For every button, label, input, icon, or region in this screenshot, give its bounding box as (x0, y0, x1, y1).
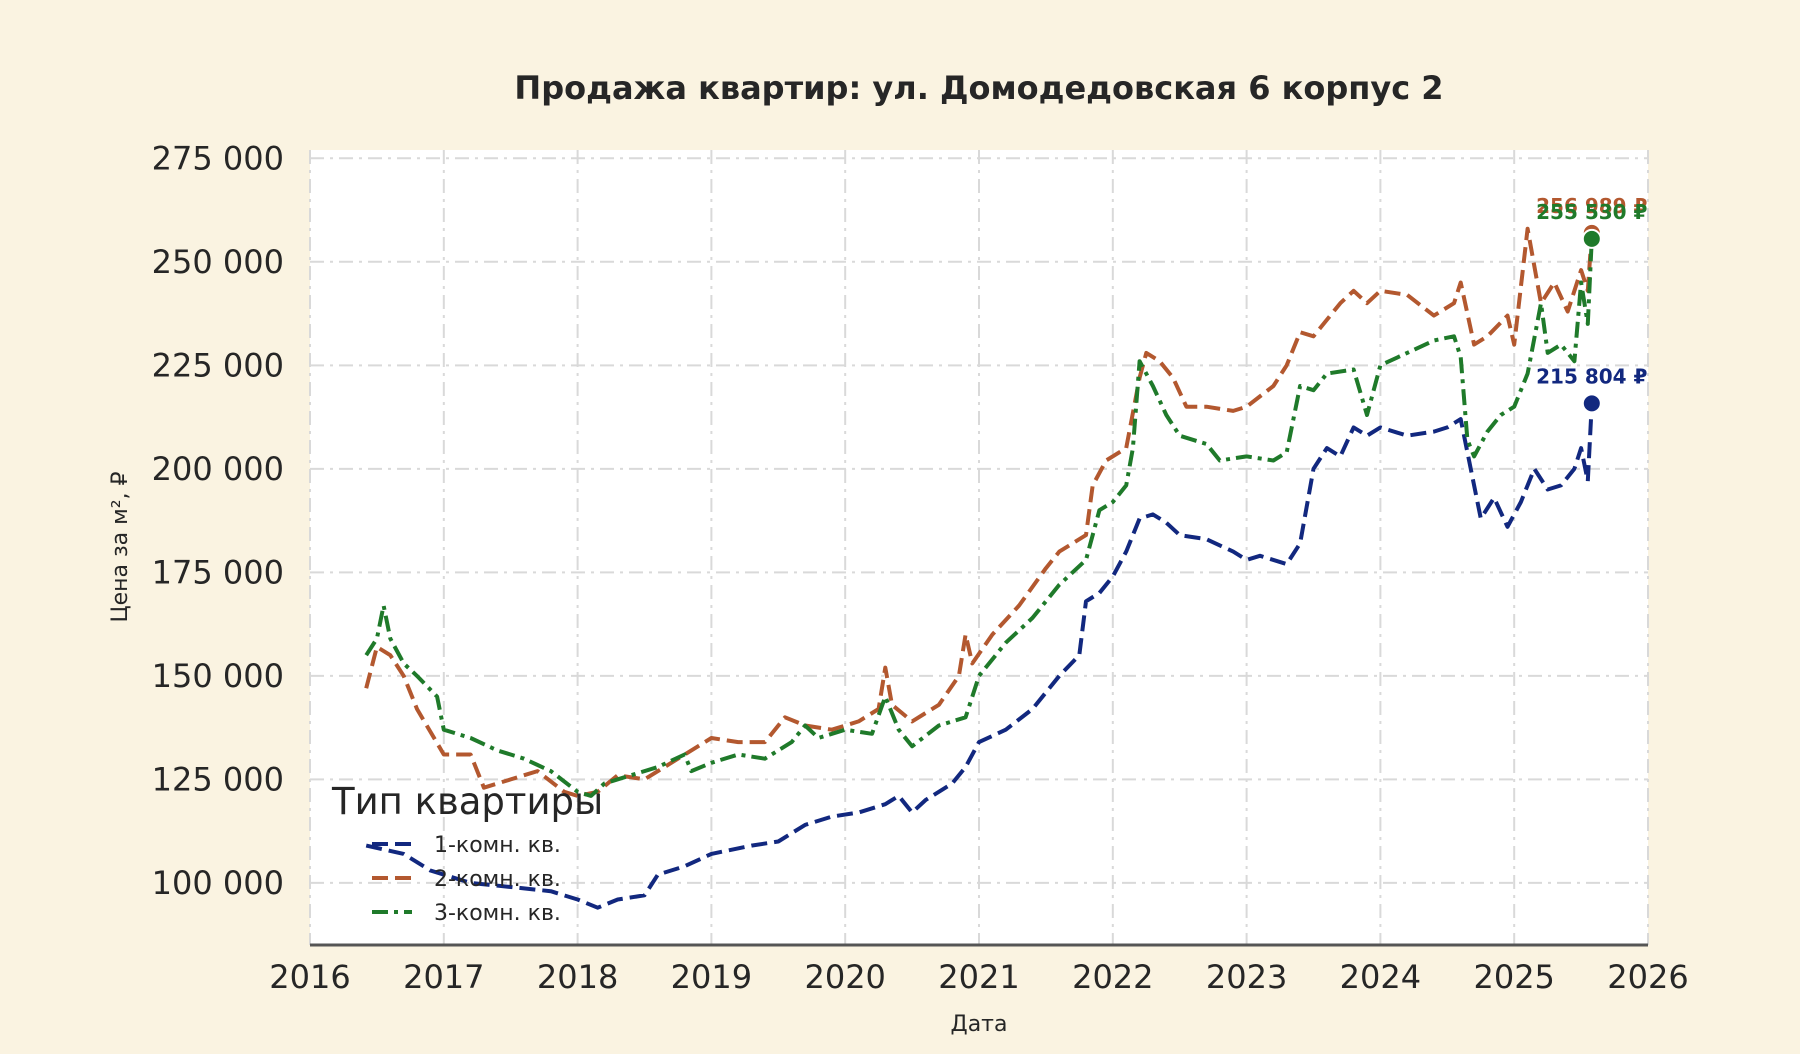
chart-title: Продажа квартир: ул. Домодедовская 6 кор… (514, 69, 1443, 107)
x-tick-label: 2016 (269, 958, 350, 996)
y-tick-label: 150 000 (152, 657, 284, 695)
end-label-1: 215 804 ₽ (1536, 364, 1647, 388)
legend-label-2: 2-комн. кв. (434, 867, 561, 892)
x-tick-label: 2026 (1607, 958, 1688, 996)
grid (309, 150, 1649, 945)
x-tick-label: 2025 (1473, 958, 1554, 996)
y-tick-label: 125 000 (152, 760, 284, 798)
y-tick-label: 200 000 (152, 450, 284, 488)
x-tick-label: 2020 (804, 958, 885, 996)
x-tick-label: 2018 (537, 958, 618, 996)
end-label-3: 255 530 ₽ (1536, 200, 1647, 224)
y-tick-label: 175 000 (152, 553, 284, 591)
legend: Тип квартиры 1-комн. кв. 2-комн. кв. 3-ком… (331, 780, 603, 926)
x-tick-label: 2023 (1206, 958, 1287, 996)
legend-items: 1-комн. кв. 2-комн. кв. 3-комн. кв. (372, 833, 561, 926)
x-tick-label: 2024 (1340, 958, 1421, 996)
y-tick-label: 275 000 (152, 139, 284, 177)
y-tick-labels: 100 000 125 000 150 000 175 000 200 000 225 0… (152, 139, 284, 902)
y-tick-label: 100 000 (152, 864, 284, 902)
y-tick-label: 250 000 (152, 243, 284, 281)
end-label-2: 256 989 ₽ (1536, 194, 1647, 218)
x-tick-label: 2022 (1072, 958, 1153, 996)
legend-label-3: 3-комн. кв. (434, 901, 561, 926)
x-tick-labels: 2016 2017 2018 2019 2020 2021 2022 2023 2024 2025… (269, 958, 1688, 996)
x-axis-label: Дата (951, 1012, 1008, 1037)
x-tick-label: 2021 (938, 958, 1019, 996)
y-axis-label: Цена за м², ₽ (108, 471, 133, 622)
y-tick-label: 225 000 (152, 346, 284, 384)
x-tick-label: 2019 (671, 958, 752, 996)
x-tick-label: 2017 (403, 958, 484, 996)
end-labels: 215 804 ₽ 256 989 ₽255 530 ₽ (1536, 194, 1648, 414)
end-point-1 (1581, 393, 1602, 414)
series-layer (364, 226, 1594, 910)
series-line-1 (365, 403, 1594, 910)
legend-title: Тип квартиры (331, 780, 603, 823)
end-point-3 (1581, 228, 1602, 249)
legend-label-1: 1-комн. кв. (434, 833, 561, 858)
series-line-3 (364, 238, 1594, 798)
